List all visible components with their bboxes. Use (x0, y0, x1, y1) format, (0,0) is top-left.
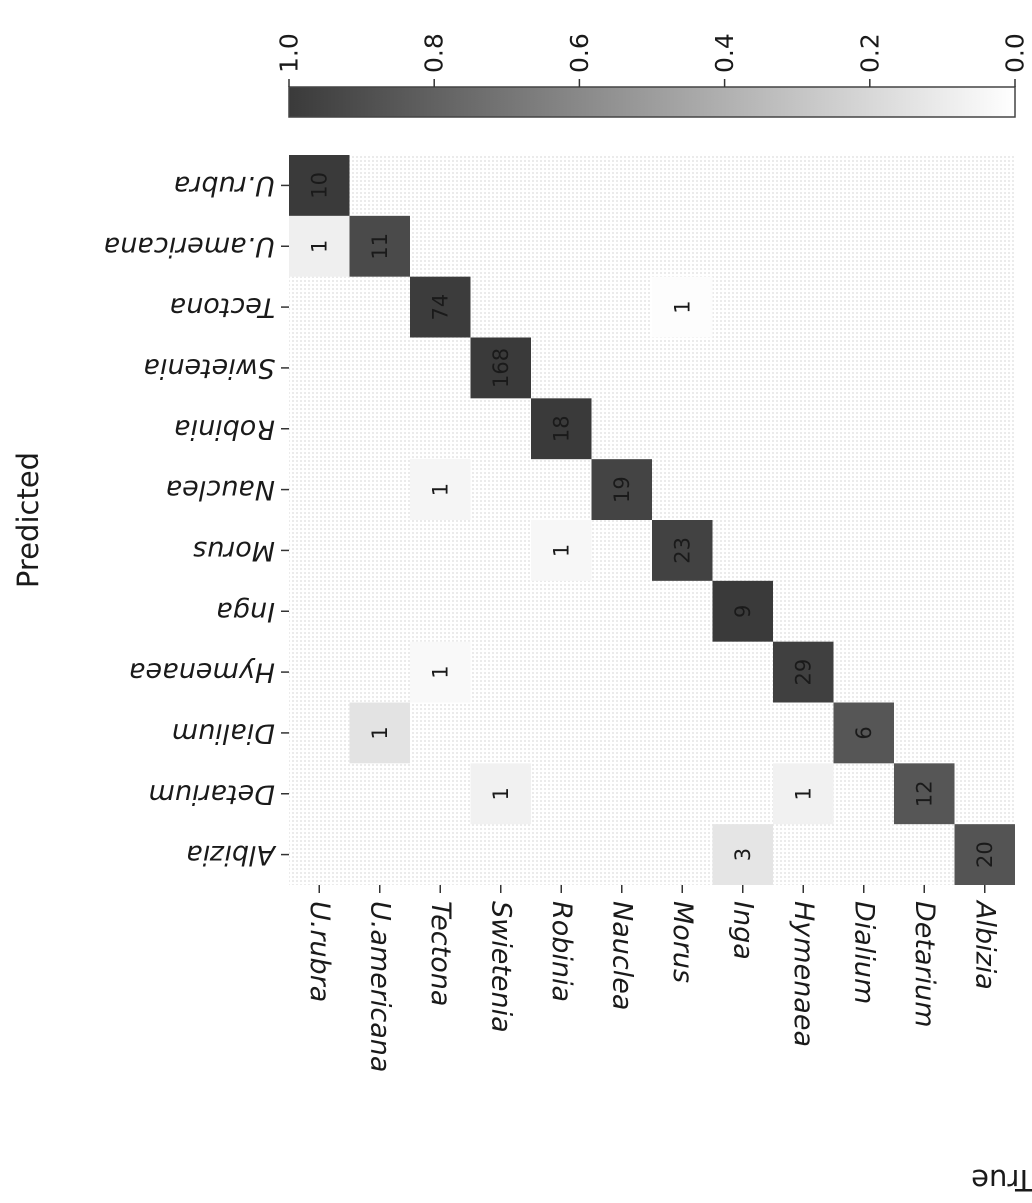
y-axis-title: True (971, 1163, 1032, 1197)
heatmap-cell (712, 824, 773, 885)
cell-count-label: 1 (428, 483, 452, 496)
cell-count-label: 3 (731, 848, 755, 861)
heatmap-cell (470, 763, 531, 825)
column-label: U.rubra (174, 170, 275, 201)
colorbar-tick-label: 0.4 (710, 33, 739, 73)
column-label: Swietenia (143, 352, 275, 383)
cell-count-label: 1 (428, 665, 452, 678)
heatmap-cell (410, 276, 471, 338)
row-label: Detarium (909, 901, 940, 1028)
row-label: Inga (727, 901, 758, 960)
column-label: U.americana (104, 231, 275, 262)
column-label: Nauclea (166, 474, 275, 505)
colorbar-tick-label: 0.6 (565, 33, 594, 73)
cell-count-label: 1 (670, 300, 694, 313)
heatmap-cell (773, 763, 834, 825)
heatmap-cell (712, 580, 773, 642)
cell-count-label: 18 (549, 415, 573, 442)
cell-count-label: 1 (307, 240, 331, 253)
heatmap-cell (531, 520, 592, 581)
heatmap-cell (652, 520, 713, 581)
row-label: U.americana (364, 901, 395, 1072)
heatmap-cell (954, 824, 1015, 885)
cell-count-label: 20 (973, 841, 997, 868)
heatmap-cell (289, 155, 350, 216)
cell-count-label: 1 (489, 787, 513, 800)
column-label: Detarium (148, 778, 275, 809)
colorbar-gradient (288, 86, 1016, 118)
colorbar-tick-label: 0.2 (855, 33, 884, 73)
column-label: Hymenaea (129, 657, 275, 688)
heatmap-cell (591, 459, 652, 520)
row-label: Robinia (546, 901, 577, 1002)
cell-count-label: 9 (731, 605, 755, 618)
cell-count-label: 1 (368, 726, 392, 739)
cell-count-label: 1 (791, 787, 815, 800)
row-label: Morus (667, 901, 698, 983)
cell-count-label: 1 (549, 544, 573, 557)
heatmap-cell (833, 702, 894, 764)
cell-count-label: 168 (489, 348, 513, 388)
true-axis-tick-labels: Albizia Detarium Dialium Hymenaea Inga Morus N… (304, 899, 1001, 1072)
cell-count-label: 29 (791, 659, 815, 686)
heatmap-cell (894, 763, 955, 825)
row-label: Swietenia (485, 901, 516, 1033)
cell-count-label: 11 (368, 233, 392, 260)
row-label: Hymenaea (788, 901, 819, 1047)
heatmap-cell (773, 641, 834, 703)
cell-count-label: 74 (428, 294, 452, 321)
row-label: Nauclea (606, 901, 637, 1010)
row-label: Dialium (848, 901, 879, 1004)
heatmap-cell (470, 337, 531, 399)
row-label: Tectona (425, 901, 456, 1006)
row-label: U.rubra (304, 901, 335, 1002)
column-label: Albizia (186, 839, 277, 870)
column-label: Tectona (170, 292, 275, 323)
colorbar-tick-label: 0.8 (420, 33, 449, 73)
heatmap-cell (531, 398, 592, 460)
cell-count-label: 23 (670, 537, 694, 564)
cell-count-label: 19 (610, 476, 634, 503)
colorbar-tick-label: 1.0 (275, 33, 304, 73)
heatmap-cell (349, 702, 410, 764)
heatmap-cell (349, 215, 410, 277)
colorbar-tick-label: 0.0 (1001, 33, 1030, 73)
heatmap-cell (289, 215, 350, 277)
axis-ticks (281, 184, 986, 893)
predicted-axis-tick-labels: Albizia Detarium Dialium Hymenaea Inga Morus N… (104, 170, 277, 870)
cell-count-label: 12 (912, 780, 936, 807)
heatmap-cell (652, 276, 713, 338)
heatmap-cell (410, 641, 471, 703)
column-label: Robinia (174, 413, 275, 444)
column-label: Morus (193, 535, 275, 566)
colorbar: 0.0 0.2 0.4 0.6 0.8 1.0 (275, 33, 1030, 118)
heatmap-cell (410, 459, 471, 520)
row-label: Albizia (969, 899, 1000, 990)
cell-count-label: 6 (852, 726, 876, 739)
column-label: Inga (216, 596, 275, 627)
cell-count-label: 10 (307, 172, 331, 199)
column-label: Dialium (172, 717, 275, 748)
x-axis-title: Predicted (11, 452, 45, 588)
